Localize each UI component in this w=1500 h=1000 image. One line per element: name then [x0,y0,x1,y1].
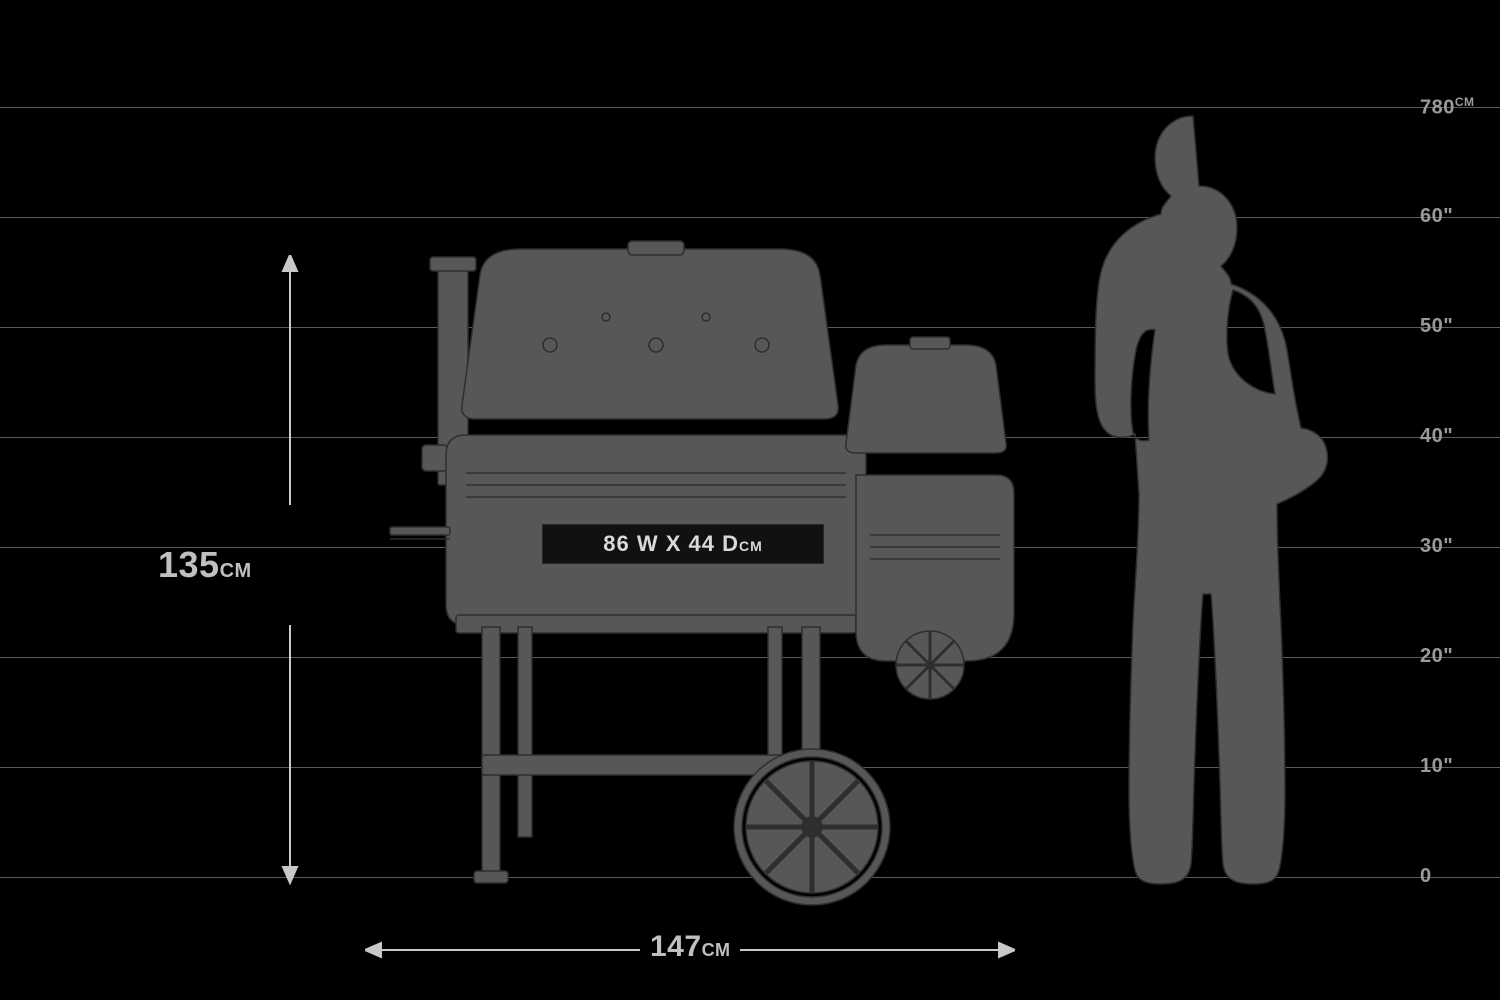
height-dimension-arrow [278,255,302,885]
tick-label-60: 60" [1420,205,1453,228]
tick-label-0: 0 [1420,865,1432,888]
grill-silhouette [370,235,1030,925]
width-dimension-label: 147CM [650,930,731,964]
height-dimension-label: 135CM [158,544,252,586]
dimension-diagram: 0 10" 20" 30" 40" 50" 60" 780CM [0,0,1500,1000]
person-silhouette [1055,110,1335,890]
tick-label-40: 40" [1420,425,1453,448]
tick-label-70: 780CM [1420,95,1475,120]
tick-label-20: 20" [1420,645,1453,668]
gridline [0,107,1500,108]
tick-label-50: 50" [1420,315,1453,338]
tick-label-10: 10" [1420,755,1453,778]
cooking-area-badge: 86 W X 44 DCM [542,524,824,564]
tick-label-30: 30" [1420,535,1453,558]
